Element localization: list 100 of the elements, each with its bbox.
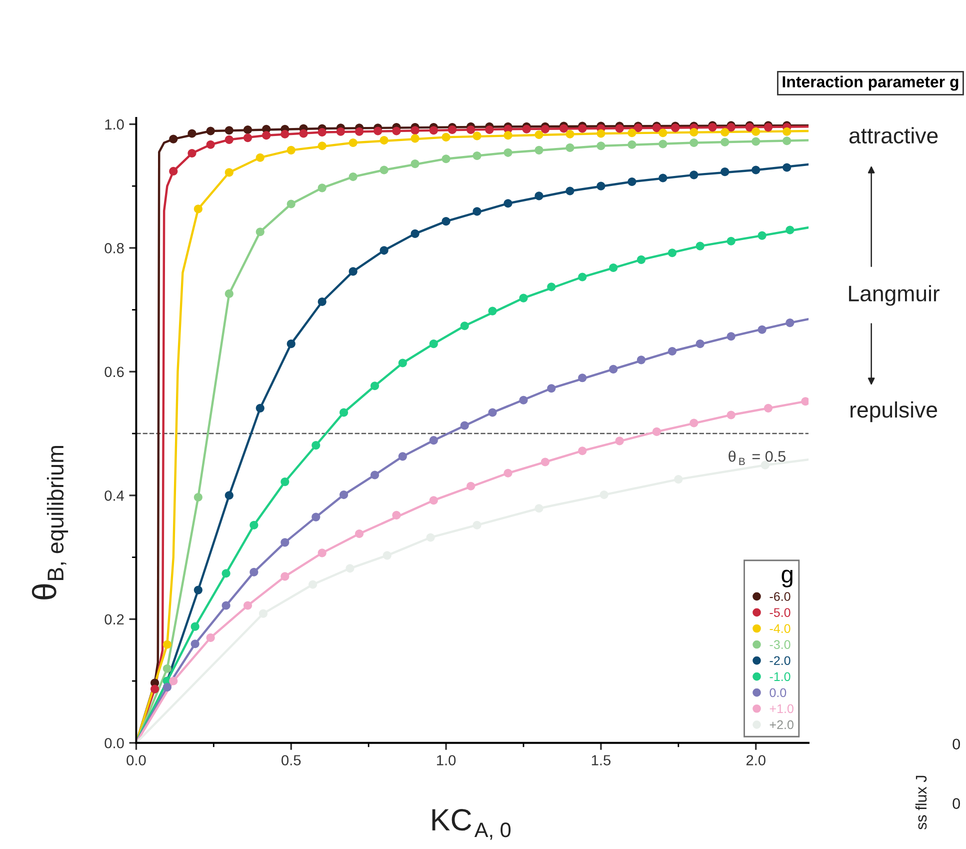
point	[318, 548, 326, 558]
point	[628, 140, 636, 149]
text: ss flux J	[915, 776, 927, 830]
point	[488, 306, 497, 316]
x-tick-label: 1.0	[437, 755, 456, 766]
point	[534, 192, 544, 200]
point	[726, 410, 736, 420]
text: repulsive	[850, 401, 938, 422]
point	[566, 143, 574, 152]
point	[726, 332, 736, 341]
point	[312, 512, 320, 522]
point	[194, 492, 202, 502]
point	[596, 129, 606, 138]
point	[488, 408, 497, 417]
point	[256, 153, 264, 162]
point	[668, 346, 676, 356]
point	[485, 125, 494, 134]
point	[566, 130, 574, 138]
y-tick-label: 0.4	[104, 490, 124, 501]
point	[169, 134, 178, 144]
point	[782, 163, 792, 172]
point	[150, 684, 160, 694]
point	[224, 126, 234, 135]
point	[312, 441, 320, 450]
legend-label: +2.0	[770, 720, 794, 730]
point	[504, 468, 512, 478]
point	[720, 168, 730, 176]
point	[429, 436, 438, 445]
point	[410, 229, 420, 238]
point	[190, 622, 200, 631]
point	[534, 146, 544, 154]
point	[308, 580, 318, 589]
point	[758, 231, 766, 240]
x-tick-label: 0.5	[282, 755, 301, 766]
point	[410, 126, 420, 135]
x-tick-label: 1.5	[592, 755, 610, 766]
point	[472, 207, 482, 216]
point	[578, 374, 587, 382]
point	[652, 427, 662, 436]
point	[318, 128, 326, 137]
point	[370, 470, 380, 480]
point	[782, 127, 792, 136]
point	[442, 154, 450, 164]
legend-title: g	[782, 570, 792, 588]
text: Interaction parameter g	[782, 76, 958, 91]
point	[540, 458, 550, 466]
point	[286, 146, 296, 154]
point	[243, 125, 252, 134]
legend-label: -5.0	[770, 608, 790, 617]
point	[559, 124, 568, 133]
point	[410, 160, 420, 168]
point	[782, 136, 792, 146]
point	[280, 538, 290, 547]
point	[758, 325, 766, 334]
point	[696, 340, 704, 348]
legend-label: -2.0	[770, 656, 790, 666]
point	[547, 384, 556, 393]
point	[628, 177, 636, 186]
point	[194, 204, 202, 214]
point	[600, 490, 608, 500]
point	[410, 134, 420, 143]
point	[726, 236, 736, 246]
point	[658, 174, 668, 182]
point	[348, 267, 358, 276]
x-tick-label: 2.0	[746, 755, 766, 766]
point	[658, 140, 668, 148]
y-tick-label: 0.6	[104, 366, 124, 378]
point	[615, 436, 624, 446]
point	[690, 138, 698, 148]
point	[280, 478, 290, 486]
point	[188, 148, 196, 158]
point	[243, 134, 252, 142]
point	[392, 126, 401, 136]
point	[534, 130, 544, 139]
legend-label: -1.0	[770, 672, 790, 682]
y-tick-label: 0.0	[104, 738, 124, 748]
point	[752, 166, 760, 174]
point	[636, 255, 646, 264]
point	[162, 682, 172, 692]
point	[429, 126, 438, 135]
point	[466, 482, 476, 490]
text: Langmuir	[849, 285, 940, 306]
point	[460, 421, 469, 430]
point	[318, 184, 326, 192]
point	[566, 186, 574, 196]
point	[336, 127, 345, 136]
point	[250, 568, 258, 576]
point	[348, 138, 358, 148]
point	[243, 601, 252, 610]
point	[519, 294, 528, 302]
legend-label: -3.0	[770, 640, 790, 650]
point	[636, 356, 646, 364]
point	[596, 182, 606, 190]
point	[504, 148, 512, 157]
point	[224, 168, 234, 177]
point	[206, 126, 215, 136]
point	[472, 132, 482, 140]
point	[540, 124, 550, 134]
y-axis-title: θB, equilibrium	[32, 446, 68, 600]
point	[801, 397, 809, 406]
